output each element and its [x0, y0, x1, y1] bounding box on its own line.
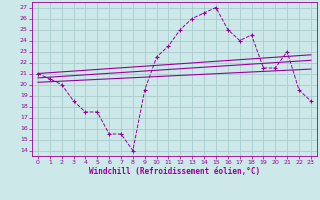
X-axis label: Windchill (Refroidissement éolien,°C): Windchill (Refroidissement éolien,°C) [89, 167, 260, 176]
